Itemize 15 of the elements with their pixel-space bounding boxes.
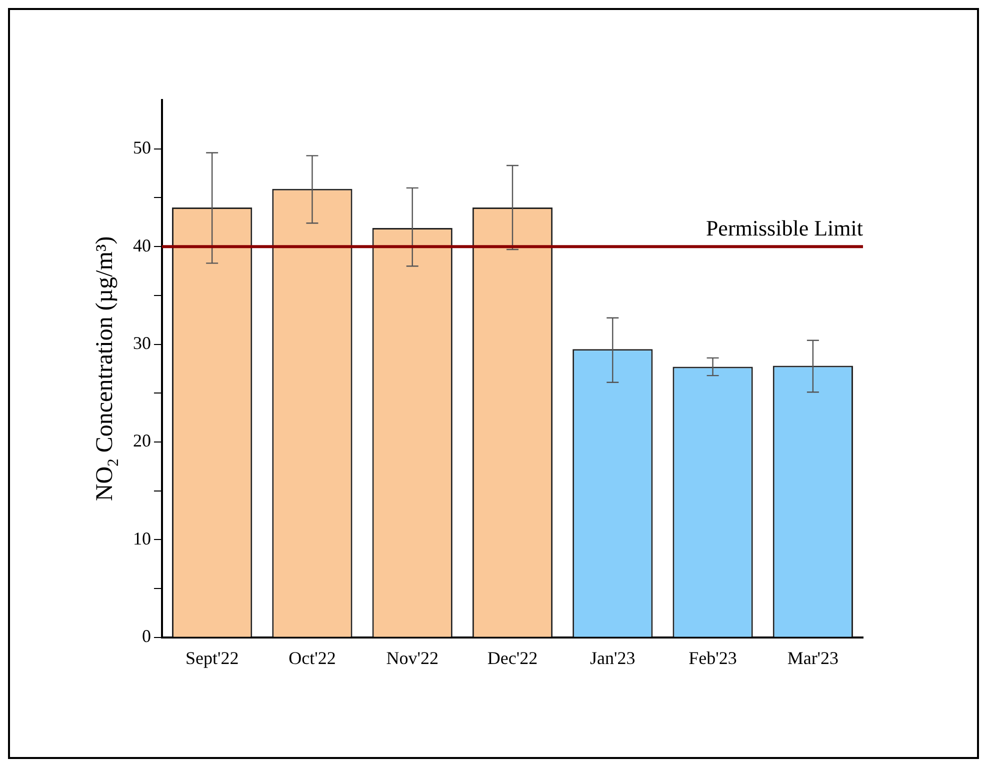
y-tick-label: 20 [133,430,151,451]
y-tick-label: 10 [133,528,151,548]
x-tick-label: Oct'22 [288,648,336,668]
x-tick-label: Feb'23 [688,648,737,668]
x-tick-label: Dec'22 [487,648,538,668]
x-tick-label: Nov'22 [386,648,438,668]
y-axis-title: NO2 Concentration (µg/m³) [92,236,122,502]
y-tick-label: 50 [133,138,151,158]
y-tick-label: 0 [142,626,151,646]
y-tick-label: 30 [133,333,151,354]
y-tick-label: 40 [133,235,151,256]
x-tick-label: Sept'22 [185,648,239,668]
x-tick-label: Jan'23 [590,648,636,668]
x-tick-label: Mar'23 [787,648,839,668]
ref-line-label: Permissible Limit [706,215,863,240]
